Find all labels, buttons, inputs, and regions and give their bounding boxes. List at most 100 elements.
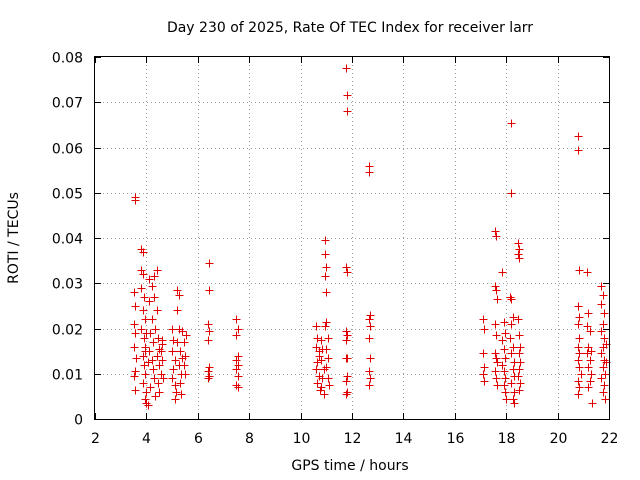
data-point [514,315,523,324]
data-point [313,358,322,367]
data-point [141,395,150,404]
data-point [343,372,352,381]
data-point [597,349,606,358]
data-point [182,331,191,340]
data-point [588,399,597,408]
data-point [501,388,510,397]
data-point [181,370,190,379]
data-point [142,388,151,397]
data-point [501,329,510,338]
data-point [366,354,375,363]
data-point [479,370,488,379]
data-point [141,315,150,324]
data-point [343,91,352,100]
data-point [575,313,584,322]
data-point [176,379,185,388]
data-point [506,334,515,343]
data-point [150,272,159,281]
data-point [574,356,583,365]
data-point [583,322,592,331]
data-point [501,374,510,383]
data-point [313,334,322,343]
y-tick-label: 0.03 [52,277,83,293]
data-point [159,374,168,383]
data-point [168,374,177,383]
data-point [139,379,148,388]
data-point [480,325,489,334]
data-point [137,284,146,293]
data-point [507,119,516,128]
data-point [492,331,501,340]
y-tick-label: 0.02 [52,323,83,339]
data-point [131,193,140,202]
data-point [366,322,375,331]
data-point [500,318,509,327]
data-point [586,356,595,365]
data-point [343,268,352,277]
data-point [204,374,213,383]
data-point [148,356,157,365]
x-tick-label: 8 [245,431,254,447]
data-point [322,263,331,272]
data-point [171,395,180,404]
data-point [342,354,351,363]
data-point [514,250,523,259]
data-point [491,349,500,358]
y-tick-label: 0.08 [52,51,83,67]
data-point [180,361,189,370]
data-point [145,347,154,356]
data-point [600,356,609,365]
data-point [131,329,140,338]
data-point [343,388,352,397]
data-point [515,349,524,358]
data-point [148,282,157,291]
data-point [232,356,241,365]
data-point [493,358,502,367]
data-point [491,282,500,291]
data-point [321,236,330,245]
data-point [342,327,351,336]
data-point [600,381,609,390]
data-point [322,363,331,372]
data-point [515,331,524,340]
data-point [574,320,583,329]
data-point [151,392,160,401]
data-point [312,365,321,374]
data-point [139,248,148,257]
data-point [139,270,148,279]
data-point [155,345,164,354]
plot-frame [94,56,610,420]
data-point [146,329,155,338]
data-point [232,331,241,340]
data-point [516,379,525,388]
data-point [178,327,187,336]
data-point [366,311,375,320]
data-point [575,363,584,372]
data-point [507,349,516,358]
x-tick-label: 16 [447,431,465,447]
data-point [145,297,154,306]
data-point [137,325,146,334]
data-point [492,354,501,363]
data-point [173,306,182,315]
data-point [130,372,139,381]
data-point [493,381,502,390]
data-point [139,306,148,315]
data-point [507,295,516,304]
data-point [157,370,166,379]
data-point [321,272,330,281]
grid-layer [95,57,609,419]
data-point [322,288,331,297]
data-point [132,354,141,363]
data-point [601,395,610,404]
data-point [491,320,500,329]
data-point [583,268,592,277]
data-point [171,356,180,365]
data-point [205,363,214,372]
data-point [312,322,321,331]
data-point [158,356,167,365]
x-tick-label: 14 [395,431,413,447]
data-point [204,367,213,376]
data-point [324,374,333,383]
